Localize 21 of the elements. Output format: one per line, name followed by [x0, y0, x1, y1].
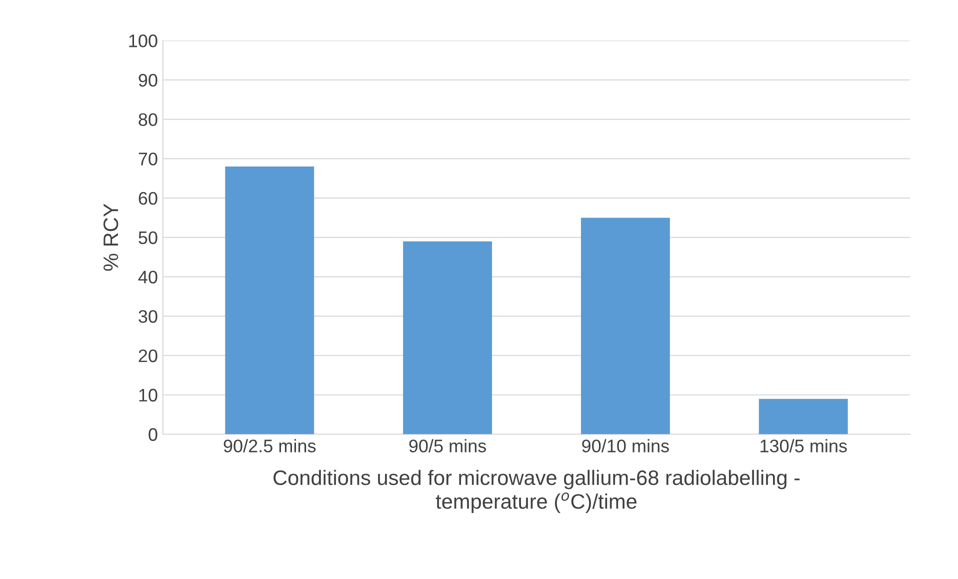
x-axis-title: Conditions used for microwave gallium-68 radiolabelling - temperature ($^{o}$C)/time: [274, 470, 800, 513]
x-tick-label: 90/2.5 mins: [224, 439, 316, 452]
y-tick-label: 0: [148, 428, 158, 441]
bar: [225, 166, 314, 434]
y-tick-label: 40: [138, 270, 158, 284]
y-tick-label: 60: [138, 192, 158, 205]
y-tick-label: 30: [138, 310, 158, 323]
y-tick-label: 50: [138, 231, 158, 244]
bar: [758, 398, 848, 434]
bar: [403, 241, 492, 434]
y-tick-label: 20: [138, 349, 158, 362]
y-tick-label: 90: [138, 74, 158, 87]
y-tick-label: 100: [129, 34, 158, 48]
x-tick-label: 90/10 mins: [582, 439, 669, 452]
x-tick-label: 130/5 mins: [760, 439, 847, 452]
x-tick-label: 90/5 mins: [409, 439, 486, 452]
bar: [580, 218, 670, 434]
y-tick-label: 80: [138, 113, 158, 126]
y-tick-label: 70: [138, 152, 158, 166]
y-tick-label: 10: [139, 388, 158, 402]
y-axis-title: % RCY: [103, 204, 118, 271]
